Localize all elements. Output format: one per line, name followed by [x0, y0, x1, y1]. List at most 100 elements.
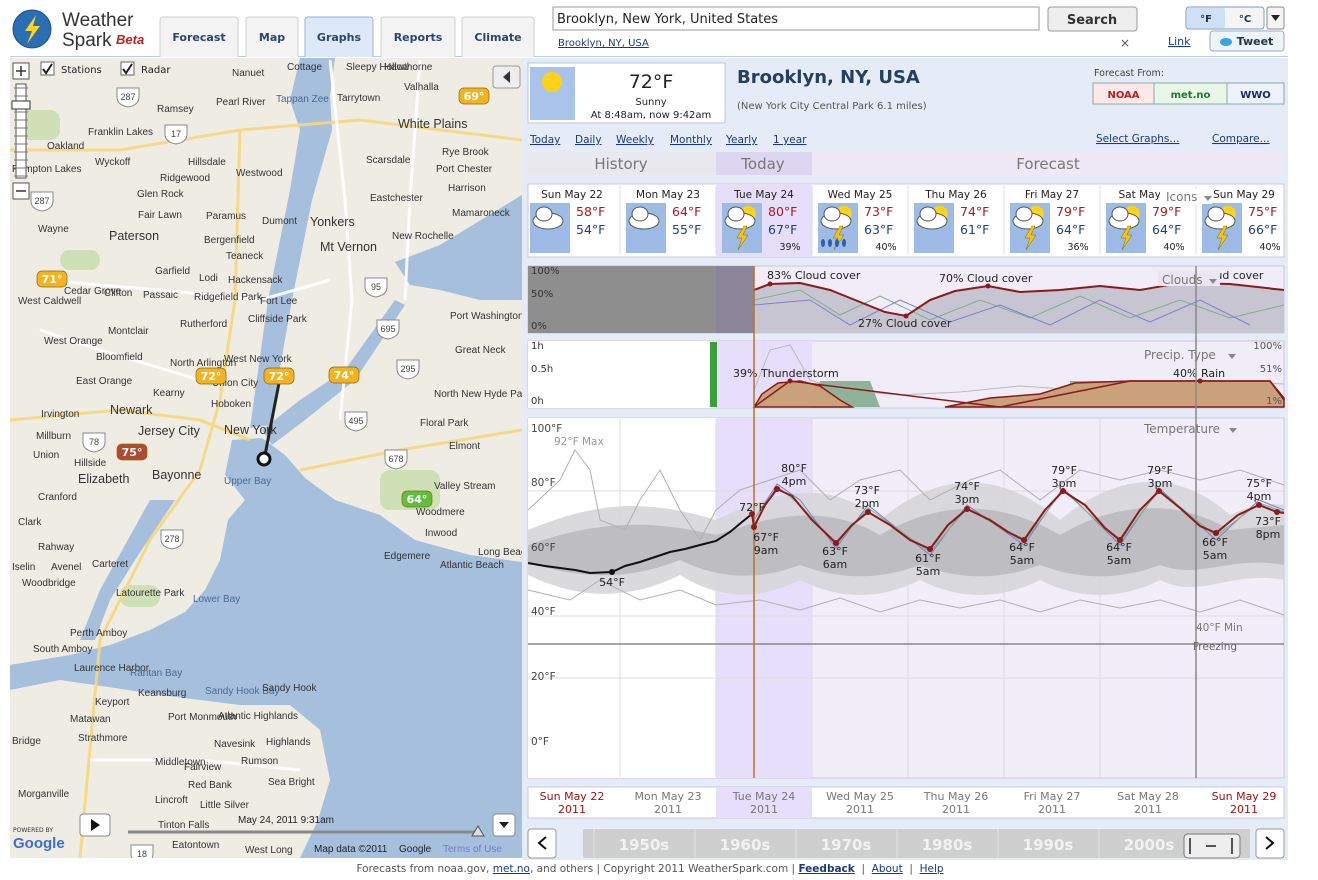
graph-menu[interactable]: Precip. Type: [1144, 348, 1216, 362]
place-label: Port Monmouth: [168, 712, 236, 723]
nav-tab-label[interactable]: Climate: [474, 31, 521, 44]
place-label: Red Bank: [188, 780, 233, 791]
station-temp[interactable]: 69°: [464, 90, 485, 103]
section-band: [528, 152, 716, 175]
nav-tab[interactable]: [245, 16, 299, 57]
station-badge[interactable]: [328, 366, 360, 384]
footer-link[interactable]: Feedback: [798, 863, 855, 875]
place-label: Hillsdale: [188, 157, 226, 168]
station-badge[interactable]: [195, 367, 227, 385]
tweet-button[interactable]: [1209, 30, 1285, 52]
place-label: Franklin Lakes: [88, 127, 153, 138]
location-link[interactable]: Brooklyn, NY, USA: [558, 38, 649, 49]
place-label: Raritan Bay: [130, 668, 182, 679]
station-temp[interactable]: 64°: [407, 493, 428, 506]
unit-option[interactable]: °F: [1200, 14, 1212, 25]
unit-f-selected[interactable]: [1187, 8, 1225, 28]
layer-checkbox[interactable]: [120, 61, 135, 76]
source-label[interactable]: WWO: [1240, 90, 1271, 101]
range-link[interactable]: Daily: [575, 134, 602, 146]
source-label[interactable]: NOAA: [1107, 90, 1139, 101]
road-shield-label: 495: [348, 416, 363, 426]
place-label: Sandy Hook Bay: [205, 686, 280, 697]
station-badge[interactable]: [116, 443, 148, 461]
decade-label[interactable]: 1980s: [922, 836, 973, 854]
place-label: Atlantic Highlands: [218, 711, 298, 722]
layer-label[interactable]: Radar: [141, 65, 171, 76]
range-link[interactable]: Today: [529, 134, 560, 146]
source-button[interactable]: [1226, 82, 1285, 105]
cloud-alt-line: [753, 289, 1285, 321]
station-badge[interactable]: [263, 367, 295, 385]
station-temp[interactable]: 72°: [201, 370, 222, 383]
day-name: Sun May 29: [1213, 189, 1275, 201]
place-label: Carteret: [92, 559, 128, 570]
place-label: Ramsey: [157, 104, 194, 115]
station-badge[interactable]: [36, 270, 68, 288]
range-link[interactable]: Yearly: [725, 134, 757, 146]
terms-link[interactable]: Terms of Use: [443, 844, 502, 855]
search-button-label[interactable]: Search: [1067, 13, 1117, 28]
station-temp[interactable]: 72°: [269, 370, 290, 383]
unit-option[interactable]: °C: [1239, 14, 1251, 25]
graph-menu[interactable]: Icons: [1166, 190, 1197, 204]
selected-location[interactable]: [256, 451, 272, 467]
station-temp[interactable]: 71°: [42, 273, 63, 286]
place-label: Lincroft: [155, 795, 188, 806]
timeline-date: Mon May 23: [635, 790, 702, 803]
footer-link[interactable]: About: [872, 863, 903, 875]
y-tick-label: 0%: [531, 321, 547, 332]
place-label: West Orange: [44, 336, 103, 347]
nav-tab[interactable]: [380, 16, 456, 57]
graph-menu[interactable]: Temperature: [1143, 422, 1220, 436]
day-high: 80°F: [768, 204, 797, 219]
tweet-label[interactable]: Tweet: [1237, 35, 1274, 48]
footer-link[interactable]: met.no: [493, 863, 530, 875]
station-badge[interactable]: [458, 87, 490, 105]
nav-tab-label[interactable]: Map: [259, 31, 285, 44]
place-label: Cedar Grove: [64, 286, 122, 297]
layer-label[interactable]: Stations: [61, 65, 102, 76]
station-temp[interactable]: 75°: [122, 446, 143, 459]
station-temp[interactable]: 74°: [334, 369, 355, 382]
decade-label[interactable]: 2000s: [1124, 836, 1175, 854]
range-link[interactable]: Weekly: [616, 134, 654, 146]
station-badge[interactable]: [401, 490, 433, 508]
zoom-handle[interactable]: [11, 100, 31, 110]
place-label: Elizabeth: [78, 472, 129, 486]
time-thumb[interactable]: [471, 825, 485, 837]
footer-link[interactable]: Help: [920, 863, 944, 875]
zoom-track[interactable]: [15, 83, 27, 179]
decade-label[interactable]: 1990s: [1023, 836, 1074, 854]
nav-tab-label[interactable]: Forecast: [172, 31, 225, 44]
place-label: Sleepy Hollow: [346, 62, 410, 73]
road-shield-label: 287: [34, 196, 49, 206]
permalink[interactable]: Link: [1168, 35, 1191, 48]
scroll-right[interactable]: [1255, 828, 1285, 859]
thumb-grip: [1189, 838, 1233, 854]
nav-tab[interactable]: [159, 16, 239, 57]
layer-checkbox[interactable]: [40, 61, 55, 76]
day-low: 67°F: [768, 222, 797, 237]
nav-tab[interactable]: [304, 16, 374, 57]
search-text[interactable]: Brooklyn, New York, United States: [557, 12, 778, 27]
range-link[interactable]: 1 year: [773, 134, 807, 146]
graph-menu[interactable]: Clouds: [1162, 273, 1203, 287]
scroll-left[interactable]: [527, 828, 557, 859]
clear-location[interactable]: ×: [1120, 36, 1130, 50]
nav-tab-label[interactable]: Graphs: [317, 31, 362, 44]
road-shield: [130, 844, 154, 858]
search-input[interactable]: [552, 6, 1040, 31]
nav-tab-label[interactable]: Reports: [394, 31, 443, 44]
compare-link[interactable]: Compare...: [1212, 133, 1270, 145]
range-link[interactable]: Monthly: [670, 134, 712, 146]
place-label: Laurence Harbor: [74, 663, 150, 674]
nav-tab[interactable]: [461, 16, 535, 57]
decade-label[interactable]: 1970s: [821, 836, 872, 854]
source-label[interactable]: met.no: [1171, 90, 1211, 101]
select-graphs-link[interactable]: Select Graphs...: [1096, 133, 1179, 145]
decade-label[interactable]: 1960s: [720, 836, 771, 854]
search-button[interactable]: [1047, 6, 1138, 32]
decade-label[interactable]: 1950s: [619, 836, 670, 854]
